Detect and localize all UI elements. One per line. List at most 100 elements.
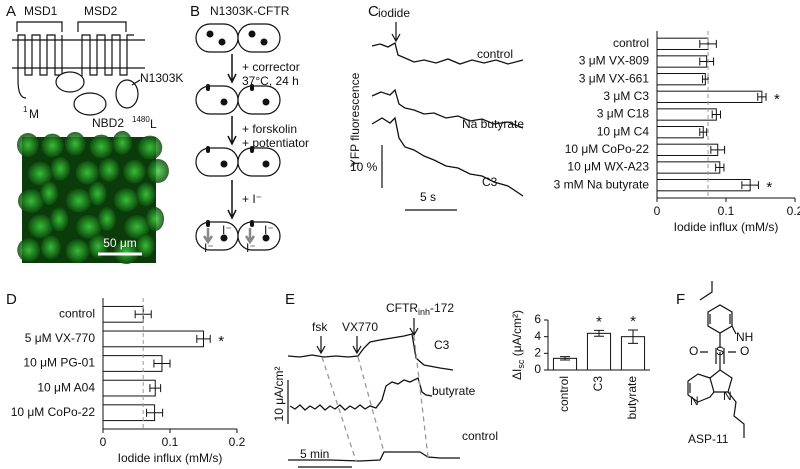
cell [75, 214, 102, 239]
cell [65, 188, 92, 213]
x-axis-label: Iodide influx (mM/s) [118, 451, 223, 465]
channel [250, 84, 254, 91]
category-label: 10 μM CoPo-22 [11, 405, 96, 419]
cell [41, 133, 64, 158]
panel-letter: B [190, 3, 200, 20]
x-tick-label: 0.2 [229, 435, 246, 449]
cell [64, 131, 86, 156]
scale-label: 5 min [300, 447, 329, 461]
label: + forskolin [242, 122, 297, 136]
cell [195, 221, 239, 251]
label: N1303K [140, 71, 183, 85]
label: control [477, 47, 513, 61]
label: L [150, 117, 157, 131]
scale-label: 10 % [350, 160, 378, 174]
cell [17, 238, 41, 263]
cell [65, 239, 90, 264]
significance: * [596, 313, 602, 330]
step-arrow [227, 54, 237, 84]
y-axis-label: ΔIsc (μA/cm²) [510, 310, 526, 380]
x-tick-label: 0.1 [162, 435, 179, 449]
bar [656, 126, 704, 139]
bar [656, 161, 721, 174]
category-label: control [59, 306, 95, 320]
label: + I⁻ [242, 192, 262, 206]
error-bar [710, 145, 726, 154]
arrow [391, 22, 401, 43]
panel-letter: E [285, 291, 295, 308]
traces [287, 333, 460, 462]
channel [206, 220, 210, 227]
cell [123, 214, 150, 239]
y-tick-label: 0 [534, 362, 541, 376]
label: MSD2 [84, 4, 118, 18]
label: butyrate [432, 384, 476, 398]
guide-line [321, 335, 429, 462]
category-label: control [613, 36, 649, 50]
category-label: 5 μM VX-770 [25, 331, 96, 345]
vesicle [248, 30, 256, 38]
bar [656, 55, 708, 68]
cell [17, 133, 39, 157]
bar [102, 355, 163, 372]
x-tick-label: 0 [100, 435, 107, 449]
vesicle [206, 30, 214, 38]
label: NBD2 [92, 116, 124, 130]
category-label: 3 μM VX-661 [579, 71, 650, 85]
cell-diagram [195, 23, 281, 251]
scale-bar-label: 50 μm [103, 236, 137, 250]
cell [123, 159, 146, 184]
label: + corrector [242, 60, 300, 74]
scale-label: 5 s [420, 190, 436, 204]
category-label: 10 μM C4 [597, 124, 650, 138]
cell [40, 181, 59, 206]
label: 37°C, 24 h [242, 74, 299, 88]
bar [656, 108, 717, 121]
x-tick-label: 0 [654, 204, 661, 218]
panel-letter: D [6, 291, 17, 308]
category-label: 3 μM C18 [597, 107, 650, 121]
label: VX770 [342, 320, 378, 334]
cell [27, 214, 54, 239]
bar [656, 90, 763, 103]
label: MSD1 [24, 4, 58, 18]
category-label: 10 μM PG-01 [23, 356, 95, 370]
arrow [316, 318, 419, 355]
error-bar [699, 57, 715, 66]
significance: * [766, 179, 772, 196]
cell [27, 161, 53, 186]
error-bar [594, 329, 604, 337]
label: fsk [312, 320, 328, 334]
cell [88, 181, 107, 206]
error-bar [146, 408, 164, 417]
atom: O [689, 344, 698, 358]
error-bar [757, 92, 767, 101]
category-label: C3 [591, 376, 605, 392]
cell [237, 147, 281, 177]
cell [98, 157, 120, 182]
bar [656, 179, 751, 192]
label: CFTRinh-172 [386, 301, 454, 317]
label: I⁻ [264, 223, 274, 237]
cell [195, 23, 239, 53]
channel [250, 146, 254, 153]
cell [88, 234, 108, 259]
label: I⁻ [246, 241, 256, 255]
vesicle [220, 98, 228, 106]
bar [102, 379, 156, 397]
cell [237, 221, 281, 251]
vesicle [220, 234, 228, 242]
flux-arrow [244, 228, 256, 245]
atom: O [740, 344, 749, 358]
cell [195, 85, 239, 115]
step-arrow [227, 180, 237, 220]
vesicle [262, 98, 270, 106]
error-bar [628, 329, 638, 344]
category-label: 10 μM WX-A23 [567, 160, 649, 174]
cell [17, 188, 44, 213]
error-bar [715, 163, 725, 172]
panel-letter: F [676, 291, 685, 308]
vesicle [262, 160, 270, 168]
bar [586, 332, 612, 371]
